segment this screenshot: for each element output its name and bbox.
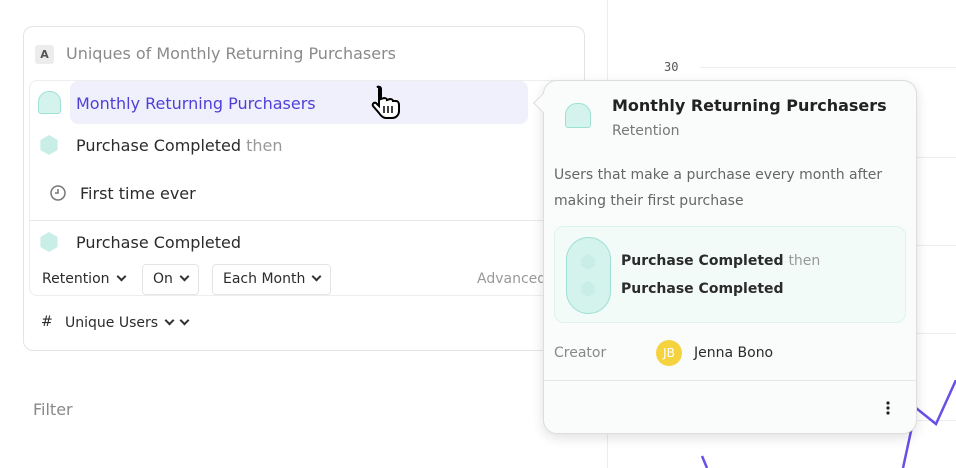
measure-dropdown[interactable]: Unique Users [54, 308, 199, 339]
step1-label: Purchase Completed [621, 253, 784, 269]
chevron-down-icon [164, 315, 175, 326]
chevron-down-icon [179, 271, 190, 282]
event-icon [581, 254, 595, 270]
first-time-ever[interactable]: First time ever [80, 184, 196, 203]
filter-heading: Filter [33, 400, 73, 419]
then-label: then [788, 253, 821, 269]
metric-box [29, 80, 585, 296]
advanced-button[interactable]: Advanced [477, 271, 547, 287]
event-icon [40, 135, 58, 155]
chevron-down-icon [116, 271, 126, 282]
y-tick-label: 30 [664, 60, 679, 74]
step2-event[interactable]: Purchase Completed [76, 233, 242, 252]
popover-step1: Purchase Completed then [621, 253, 820, 269]
each-month-label: Each Month [223, 271, 306, 287]
retention-dropdown[interactable]: Retention [31, 264, 136, 295]
more-options-icon[interactable] [880, 399, 896, 417]
popover-title: Monthly Returning Purchasers [612, 96, 887, 115]
query-title[interactable]: Uniques of Monthly Returning Purchasers [66, 44, 397, 63]
clock-icon [50, 185, 66, 201]
query-letter-badge: A [35, 45, 54, 64]
steps-pill [566, 237, 611, 314]
then-label: then [246, 136, 283, 155]
popover-type: Retention [612, 123, 680, 139]
popover-step2: Purchase Completed [621, 281, 784, 297]
chart-line [700, 380, 956, 468]
metric-row-highlight[interactable] [70, 81, 528, 124]
custom-event-icon [565, 103, 591, 128]
event-icon [581, 281, 595, 297]
on-dropdown[interactable]: On [142, 264, 199, 295]
divider [30, 220, 585, 221]
hash-icon: # [41, 314, 53, 330]
hand-cursor-icon [371, 85, 400, 119]
avatar: JB [656, 340, 682, 366]
chevron-down-icon [179, 315, 190, 326]
divider [544, 380, 916, 381]
custom-event-icon [38, 91, 61, 114]
popover-description: Users that make a purchase every month a… [554, 167, 883, 209]
retention-label: Retention [42, 271, 110, 287]
step1-event[interactable]: Purchase Completed then [76, 136, 283, 155]
on-label: On [153, 271, 173, 287]
event-icon [40, 232, 58, 252]
step1-label: Purchase Completed [76, 136, 242, 155]
metric-name[interactable]: Monthly Returning Purchasers [76, 94, 316, 113]
creator-name: Jenna Bono [694, 345, 774, 361]
gridline [700, 67, 956, 68]
steps-box [554, 226, 906, 323]
each-month-dropdown[interactable]: Each Month [212, 264, 332, 295]
chevron-down-icon [311, 271, 322, 282]
creator-label: Creator [554, 345, 607, 361]
measure-label: Unique Users [65, 315, 159, 331]
